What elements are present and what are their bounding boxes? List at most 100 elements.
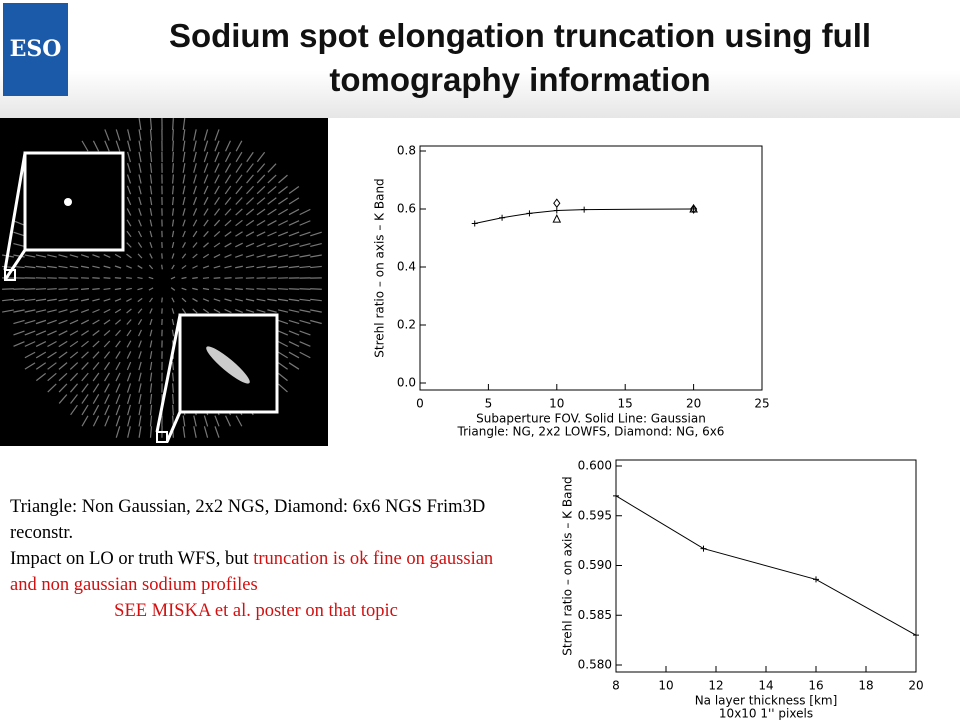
spot-dash: [245, 197, 255, 205]
spot-dash: [288, 208, 300, 216]
spot-dash: [69, 265, 79, 269]
spot-dash: [24, 319, 36, 325]
spot-dash: [137, 265, 143, 269]
title-line: tomography information: [329, 61, 711, 98]
spot-dash: [92, 265, 100, 269]
spot-dash: [256, 208, 266, 216]
note-text: SEE MISKA et al. poster on that topic: [114, 601, 398, 621]
spot-dash: [278, 372, 288, 382]
spot-dash: [115, 361, 121, 371]
spot-dash: [278, 362, 288, 370]
spot-dash: [235, 219, 243, 227]
spot-dash: [203, 196, 209, 206]
spot-dash: [256, 254, 266, 258]
spot-dash: [192, 242, 198, 248]
spot-dash: [126, 393, 132, 405]
header: [0, 0, 960, 118]
spot-dash: [172, 383, 174, 393]
spot-dash: [182, 426, 186, 438]
spot-dash: [235, 231, 243, 237]
spot-dash: [114, 253, 122, 259]
spot-dash: [115, 404, 121, 416]
spot-dash: [192, 308, 198, 314]
spot-dash: [115, 140, 121, 152]
spot-dash: [288, 288, 300, 290]
spot-dash: [299, 341, 311, 347]
y-axis-label: Strehl ratio – on axis – K Band: [561, 476, 575, 655]
spot-dash: [225, 140, 231, 152]
spot-dash: [288, 351, 300, 359]
spot-dash: [80, 319, 90, 325]
spot-dash: [182, 219, 186, 227]
note-text: Triangle: Non Gaussian, 2x2 NGS, Diamond…: [10, 497, 486, 543]
spot-dash: [256, 197, 266, 205]
spot-dash: [80, 309, 90, 313]
spot-dash: [81, 394, 89, 404]
spot-dash: [299, 254, 311, 258]
spot-dash: [149, 351, 153, 359]
marker: [553, 207, 560, 214]
spot-dash: [103, 308, 111, 314]
x-tick-label: 20: [686, 397, 701, 411]
spot-dash: [235, 185, 243, 195]
spot-dash: [267, 298, 277, 302]
spot-dash: [149, 151, 153, 163]
spot-dash: [288, 330, 300, 336]
spot-dash: [245, 309, 255, 313]
y-tick-label: 0.6: [397, 202, 416, 216]
spot-dash: [224, 254, 232, 258]
spot-dash: [92, 319, 100, 325]
spot-dash: [310, 231, 322, 237]
spot-dash: [149, 174, 153, 184]
spot-dash: [192, 219, 198, 227]
spot-dash: [214, 174, 220, 184]
spot-dash: [114, 287, 122, 291]
spot-dash: [2, 288, 14, 290]
spot-dash: [172, 118, 174, 130]
spot-dash: [47, 372, 57, 382]
spot-dash: [149, 241, 153, 249]
spot-dash: [203, 140, 209, 152]
marker: [553, 198, 561, 209]
spot-dash: [149, 415, 153, 427]
spot-dash: [256, 219, 266, 227]
spot-dash: [310, 309, 322, 313]
spot-dash: [192, 265, 198, 269]
spot-dash: [149, 253, 153, 259]
spot-dash: [149, 140, 153, 152]
spot-dash: [126, 287, 132, 291]
spot-dash: [126, 329, 132, 337]
spot-dash: [69, 330, 79, 336]
spot-dash: [24, 330, 36, 336]
y-tick-label: 0.585: [578, 608, 612, 622]
spot-dash: [235, 308, 243, 314]
spot-dash: [149, 372, 153, 382]
spot-dash: [182, 117, 186, 131]
spot-dash: [224, 185, 232, 195]
spot-dash: [310, 298, 322, 302]
spot-dash: [277, 265, 289, 269]
spot-dash: [24, 265, 36, 269]
spot-dash: [171, 329, 175, 337]
spot-dash: [203, 208, 209, 216]
spot-dash: [299, 208, 311, 216]
spot-dash: [104, 140, 110, 152]
spot-dash: [171, 208, 175, 216]
spot-dash: [138, 393, 142, 405]
spot-dash: [172, 163, 174, 173]
spot-dash: [127, 151, 131, 163]
spot-dash: [181, 253, 187, 259]
spot-dash: [13, 298, 25, 302]
spot-dash: [277, 220, 289, 226]
spot-dash: [235, 242, 243, 248]
x-tick-label: 0: [416, 397, 424, 411]
x-axis-label: Na layer thickness [km]: [695, 694, 838, 708]
spot-dash: [288, 254, 300, 258]
spot-dash: [35, 330, 47, 336]
spot-dash: [288, 242, 300, 248]
spot-dash: [69, 340, 79, 348]
spot-dash: [224, 197, 232, 205]
spot-dash: [24, 254, 36, 258]
spot-dash: [172, 394, 174, 404]
spot-dash: [203, 242, 209, 248]
